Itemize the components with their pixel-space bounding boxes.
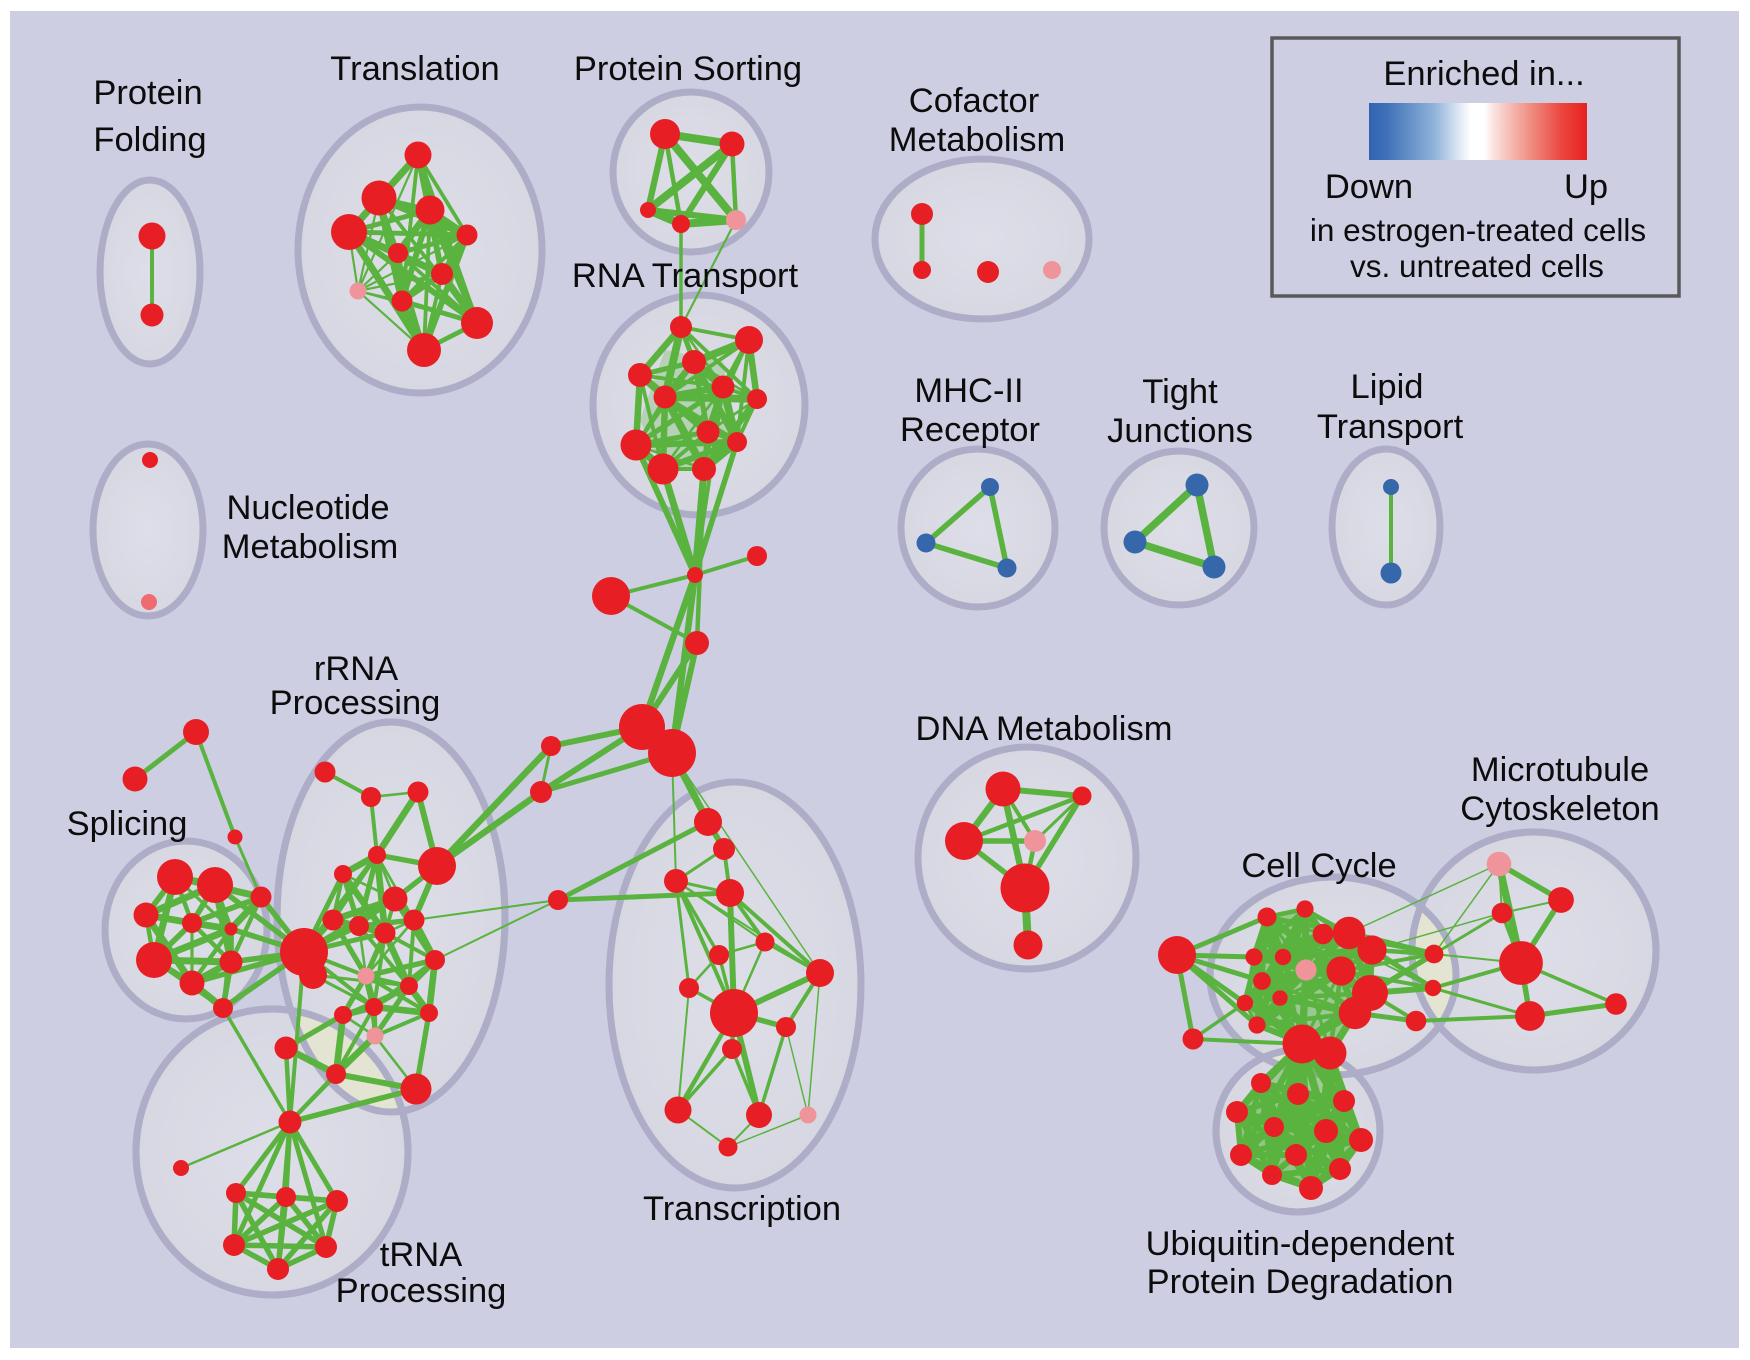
svg-text:Up: Up [1564, 168, 1608, 206]
svg-text:MHC-II: MHC-II [914, 372, 1023, 410]
svg-text:Lipid: Lipid [1351, 368, 1424, 406]
svg-text:Splicing: Splicing [67, 805, 188, 843]
svg-text:rRNA: rRNA [314, 650, 398, 688]
svg-text:vs. untreated cells: vs. untreated cells [1350, 248, 1604, 284]
svg-text:Folding: Folding [93, 121, 206, 159]
svg-text:Processing: Processing [270, 684, 441, 722]
svg-text:tRNA: tRNA [380, 1236, 462, 1274]
svg-text:Cell Cycle: Cell Cycle [1241, 847, 1396, 885]
svg-text:Protein Sorting: Protein Sorting [574, 50, 802, 88]
svg-text:Microtubule: Microtubule [1471, 751, 1649, 789]
svg-text:Receptor: Receptor [900, 411, 1040, 449]
svg-text:Cytoskeleton: Cytoskeleton [1460, 790, 1659, 828]
svg-text:Junctions: Junctions [1107, 412, 1253, 450]
svg-text:Transcription: Transcription [643, 1190, 841, 1228]
svg-text:Protein Degradation: Protein Degradation [1147, 1263, 1454, 1301]
svg-text:Ubiquitin-dependent: Ubiquitin-dependent [1146, 1225, 1455, 1263]
svg-text:DNA Metabolism: DNA Metabolism [916, 710, 1173, 748]
svg-text:Cofactor: Cofactor [909, 82, 1039, 120]
svg-text:Processing: Processing [336, 1272, 507, 1310]
svg-text:Protein: Protein [93, 74, 202, 112]
svg-text:RNA Transport: RNA Transport [572, 257, 799, 295]
svg-text:Enriched in...: Enriched in... [1383, 55, 1584, 93]
svg-text:Metabolism: Metabolism [889, 121, 1065, 159]
svg-text:Metabolism: Metabolism [222, 528, 398, 566]
svg-text:in estrogen-treated cells: in estrogen-treated cells [1310, 212, 1646, 248]
svg-text:Nucleotide: Nucleotide [226, 489, 389, 527]
svg-text:Translation: Translation [330, 50, 499, 88]
svg-text:Transport: Transport [1317, 408, 1464, 446]
svg-text:Tight: Tight [1142, 373, 1218, 411]
svg-text:Down: Down [1325, 168, 1413, 206]
